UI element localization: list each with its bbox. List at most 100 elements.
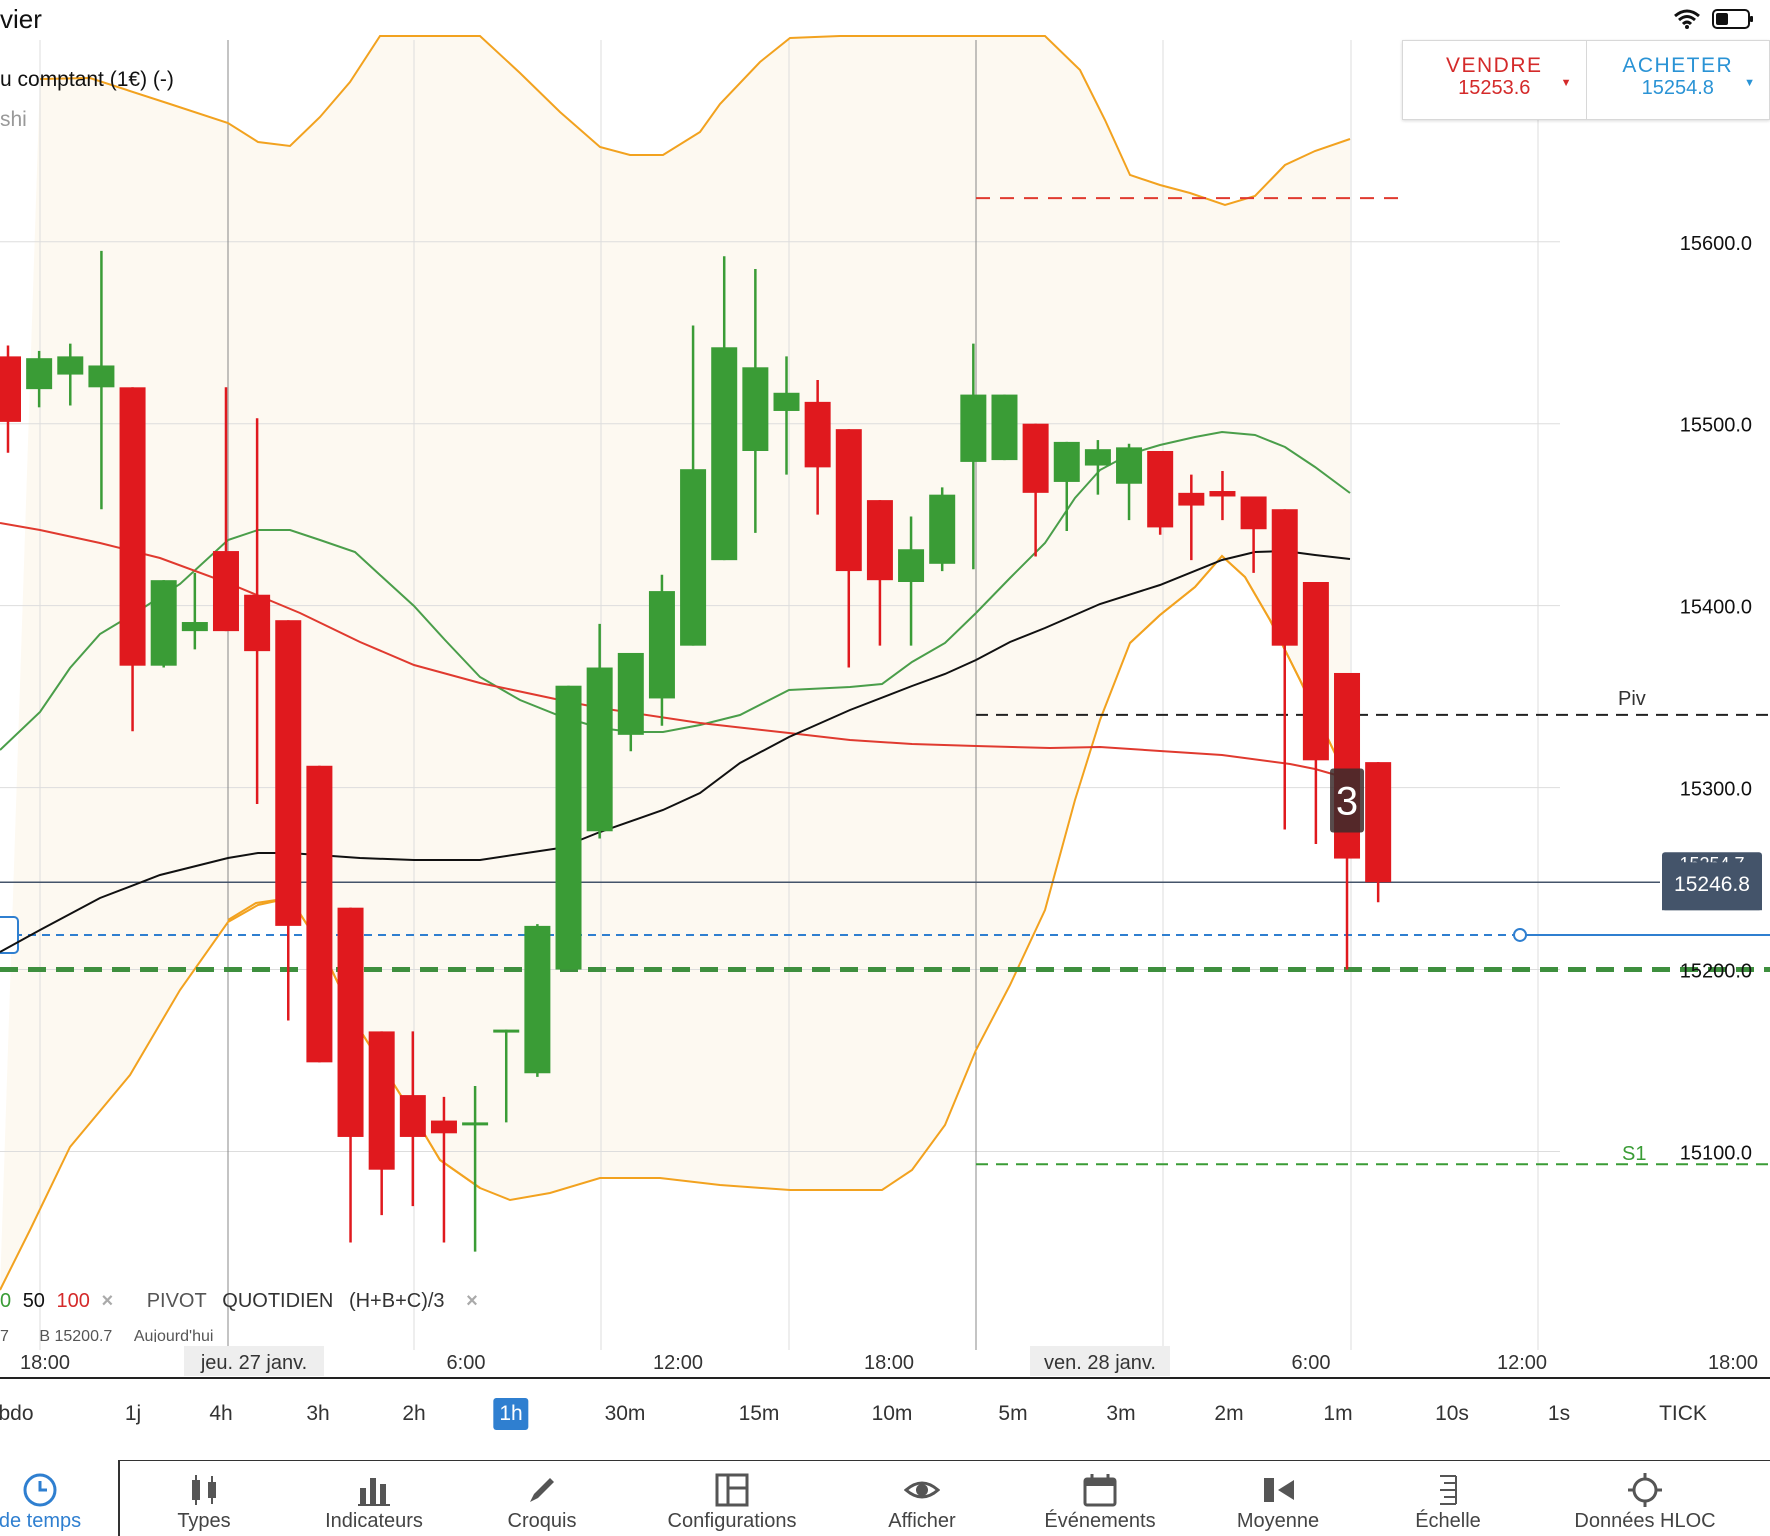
candlestick-series[interactable]: 3: [0, 250, 1392, 1252]
toolbar-average-button[interactable]: Moyenne: [1193, 1460, 1363, 1533]
toolbar-scale-button[interactable]: Échelle: [1363, 1460, 1533, 1533]
timeframe-3m[interactable]: 3m: [1106, 1402, 1136, 1425]
candle[interactable]: [150, 580, 177, 668]
candle[interactable]: [1240, 496, 1267, 573]
pivot-label: Piv: [1618, 688, 1646, 710]
instrument-name[interactable]: u comptant (1€) (-): [0, 68, 174, 91]
candle[interactable]: [306, 765, 333, 1063]
candle[interactable]: [680, 325, 707, 646]
candle[interactable]: [57, 343, 84, 406]
candle[interactable]: [1209, 471, 1236, 521]
candle[interactable]: [742, 269, 769, 533]
timeframe-2h[interactable]: 2h: [402, 1402, 426, 1425]
candle[interactable]: [399, 1031, 426, 1207]
moving-average-50: [0, 549, 1351, 953]
candle[interactable]: [835, 429, 862, 668]
candle[interactable]: [275, 620, 302, 1021]
candle[interactable]: [524, 924, 551, 1077]
candle[interactable]: [244, 418, 271, 804]
candle[interactable]: [212, 387, 239, 632]
candle[interactable]: [0, 345, 21, 453]
timeframe-1h[interactable]: 1h: [493, 1398, 529, 1430]
candle[interactable]: [711, 256, 738, 561]
candle[interactable]: [1022, 423, 1049, 557]
price-axis[interactable]: 15600.0 15500.0 15400.0 15300.0 15200.0 15100…: [1618, 233, 1762, 1165]
candle[interactable]: [617, 652, 644, 752]
candle[interactable]: [960, 343, 987, 570]
count-badge[interactable]: 3: [1330, 768, 1365, 833]
candle[interactable]: [181, 572, 208, 650]
timeframe-4h[interactable]: 4h: [209, 1402, 233, 1425]
candle-body: [991, 394, 1018, 461]
timeframe-1j[interactable]: 1j: [124, 1402, 142, 1425]
current-price-tag[interactable]: 15254.715246.8: [1662, 852, 1762, 911]
sell-dropdown-icon[interactable]: ▼: [1560, 77, 1572, 89]
candle[interactable]: [119, 387, 146, 732]
indicator-legend: 0 50 100 × PIVOT QUOTIDIEN (H+B+C)/3 ×: [0, 1290, 484, 1313]
price-axis-label: 15100.0: [1680, 1143, 1752, 1165]
candle[interactable]: [804, 380, 831, 515]
timeframe-5m[interactable]: 5m: [998, 1402, 1028, 1425]
toolbar-bar-chart-button[interactable]: Indicateurs: [289, 1460, 459, 1533]
legend-pivot-close-icon[interactable]: ×: [466, 1290, 478, 1312]
toolbar-crosshair-button[interactable]: Données HLOC: [1560, 1460, 1730, 1533]
toolbar-pen-button[interactable]: Croquis: [457, 1460, 627, 1533]
timeframe-2m[interactable]: 2m: [1214, 1402, 1244, 1425]
candle[interactable]: [1302, 581, 1329, 845]
timeframe-10m[interactable]: 10m: [871, 1402, 913, 1425]
price-chart[interactable]: 3 15600.0 15500.0 15400.0 15300.0 15200.0 151…: [0, 0, 1770, 1380]
candle-body: [648, 591, 675, 699]
candle[interactable]: [773, 356, 800, 475]
bottom-toolbar: de temps Types Indicateurs Croquis Configura…: [0, 1460, 1770, 1536]
candle-body: [462, 1122, 489, 1126]
toolbar-candles-button[interactable]: Types: [119, 1460, 289, 1533]
timeframe-3h[interactable]: 3h: [306, 1402, 330, 1425]
candle[interactable]: [1365, 762, 1392, 903]
candle[interactable]: [1116, 443, 1143, 521]
legend-ma-100[interactable]: 100: [56, 1290, 90, 1312]
timeframe-tick[interactable]: TICK: [1659, 1402, 1707, 1425]
toolbar-eye-button[interactable]: Afficher: [837, 1460, 1007, 1533]
timeframe-1m[interactable]: 1m: [1323, 1402, 1353, 1425]
legend-close-icon[interactable]: ×: [101, 1290, 114, 1312]
clock-icon: [23, 1473, 57, 1507]
candle[interactable]: [898, 516, 925, 646]
time-axis-label: 12:00: [1497, 1352, 1547, 1374]
candle[interactable]: [555, 685, 582, 970]
legend-pivot[interactable]: PIVOT: [146, 1290, 207, 1312]
candle[interactable]: [368, 1031, 395, 1216]
candle[interactable]: [1053, 441, 1080, 532]
candle[interactable]: [586, 623, 613, 839]
candle[interactable]: [991, 394, 1018, 461]
timeframe-15m[interactable]: 15m: [738, 1402, 780, 1425]
candle[interactable]: [337, 907, 364, 1243]
timeframe-bdo[interactable]: bdo: [0, 1402, 34, 1425]
time-axis[interactable]: 18:00 jeu. 27 janv. 6:00 12:00 18:00 ven. 28 …: [20, 1346, 1758, 1376]
candle[interactable]: [493, 1029, 520, 1123]
order-handle[interactable]: [1513, 927, 1527, 942]
candle[interactable]: [929, 487, 956, 572]
candle[interactable]: [26, 350, 53, 408]
sell-price: 15253.6: [1458, 77, 1531, 99]
timeframe-30m[interactable]: 30m: [604, 1402, 646, 1425]
candle[interactable]: [1084, 440, 1111, 495]
buy-dropdown-icon[interactable]: ▼: [1744, 77, 1755, 89]
candle[interactable]: [430, 1096, 457, 1243]
candle[interactable]: [462, 1085, 489, 1252]
buy-button[interactable]: ACHETER 15254.8 ▼: [1585, 41, 1770, 119]
candle[interactable]: [1178, 474, 1205, 561]
legend-ma-50[interactable]: 50: [22, 1290, 45, 1312]
timeframe-10s[interactable]: 10s: [1435, 1402, 1469, 1425]
sell-button[interactable]: VENDRE 15253.6 ▼: [1403, 41, 1586, 119]
status-bar-title: vier: [0, 4, 42, 34]
candle[interactable]: [88, 250, 115, 510]
toolbar-calendar-button[interactable]: Événements: [1015, 1460, 1185, 1533]
candle[interactable]: [866, 500, 893, 646]
toolbar-layout-button[interactable]: Configurations: [647, 1460, 817, 1533]
toolbar-clock-button[interactable]: de temps: [0, 1460, 125, 1533]
timeframe-1s[interactable]: 1s: [1547, 1402, 1571, 1425]
toolbar-divider: [118, 1460, 120, 1536]
candle[interactable]: [1147, 450, 1174, 535]
candle[interactable]: [1271, 509, 1298, 830]
candle[interactable]: [648, 574, 675, 726]
